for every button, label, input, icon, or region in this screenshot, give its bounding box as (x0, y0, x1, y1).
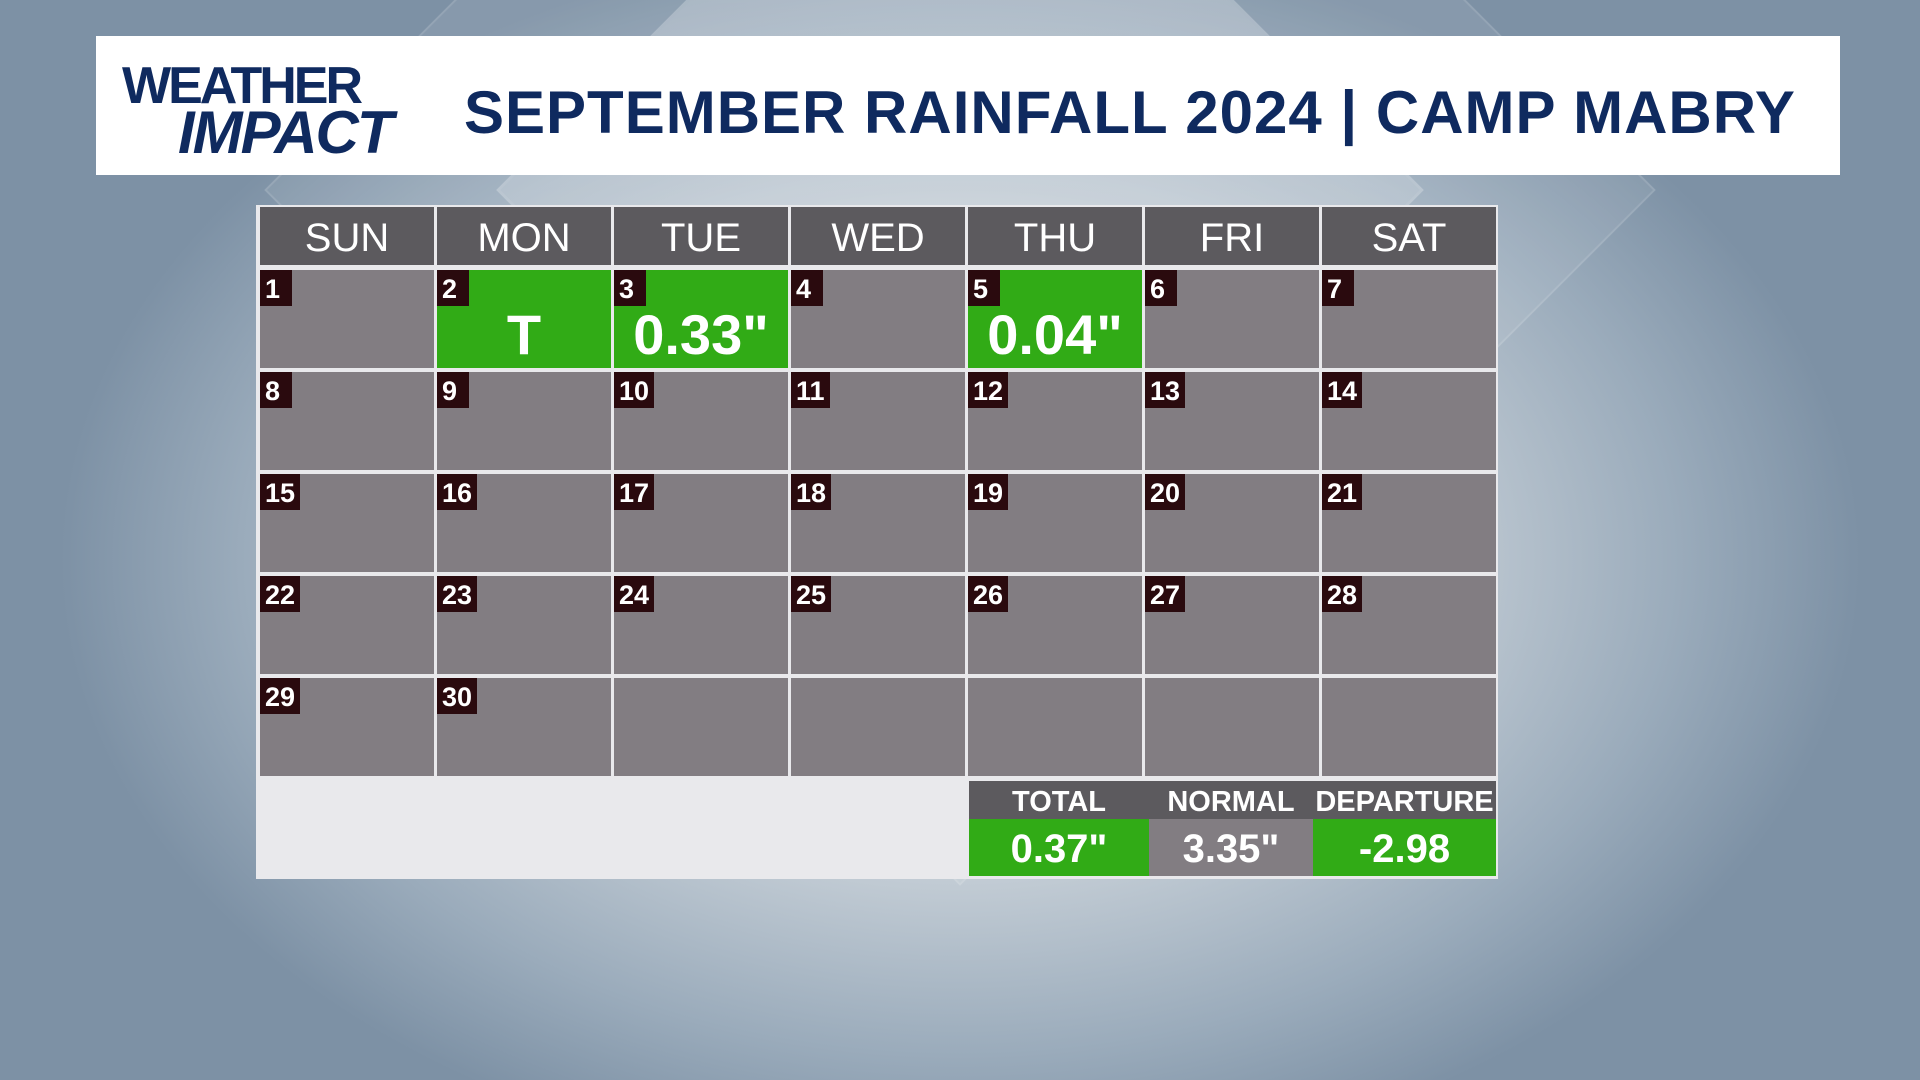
day-number: 10 (614, 372, 655, 408)
day-number: 11 (791, 372, 830, 408)
weather-impact-logo: WEATHER IMPACT (122, 56, 452, 166)
day-number: 19 (968, 474, 1009, 510)
day-cell-30: 30 (437, 678, 611, 776)
day-number: 1 (260, 270, 292, 306)
day-number: 7 (1322, 270, 1354, 306)
day-number: 27 (1145, 576, 1186, 612)
total-value: 0.37" (969, 819, 1149, 876)
day-number: 5 (968, 270, 1000, 306)
weekday-header-thu: THU (968, 207, 1142, 265)
day-number: 16 (437, 474, 478, 510)
day-cell-24: 24 (614, 576, 788, 674)
weekday-header-sun: SUN (260, 207, 434, 265)
rainfall-amount: 0.04" (987, 303, 1123, 366)
day-cell-27: 27 (1145, 576, 1319, 674)
day-number: 26 (968, 576, 1009, 612)
normal-value: 3.35" (1149, 819, 1313, 876)
day-number: 13 (1145, 372, 1186, 408)
day-cell-17: 17 (614, 474, 788, 572)
logo-weather-text: WEATHER (122, 57, 363, 115)
day-cell-1: 1 (260, 270, 434, 368)
day-cell-23: 23 (437, 576, 611, 674)
day-number: 6 (1145, 270, 1177, 306)
empty-cell (791, 678, 965, 776)
day-cell-13: 13 (1145, 372, 1319, 470)
weekday-header-sat: SAT (1322, 207, 1496, 265)
weekday-header-wed: WED (791, 207, 965, 265)
day-cell-12: 12 (968, 372, 1142, 470)
day-number: 3 (614, 270, 646, 306)
day-number: 2 (437, 270, 469, 306)
weekday-header-fri: FRI (1145, 207, 1319, 265)
day-number: 9 (437, 372, 469, 408)
day-number: 21 (1322, 474, 1363, 510)
day-cell-15: 15 (260, 474, 434, 572)
day-cell-8: 8 (260, 372, 434, 470)
day-number: 17 (614, 474, 655, 510)
day-cell-7: 7 (1322, 270, 1496, 368)
day-number: 24 (614, 576, 655, 612)
day-number: 12 (968, 372, 1009, 408)
day-cell-19: 19 (968, 474, 1142, 572)
day-cell-26: 26 (968, 576, 1142, 674)
day-cell-4: 4 (791, 270, 965, 368)
day-cell-16: 16 (437, 474, 611, 572)
day-number: 25 (791, 576, 832, 612)
day-cell-9: 9 (437, 372, 611, 470)
empty-cell (614, 678, 788, 776)
day-number: 4 (791, 270, 823, 306)
day-number: 23 (437, 576, 478, 612)
day-cell-21: 21 (1322, 474, 1496, 572)
logo-impact-text: IMPACT (178, 99, 394, 166)
empty-cell (1145, 678, 1319, 776)
day-number: 29 (260, 678, 301, 714)
rainfall-amount: T (506, 303, 542, 366)
day-number: 30 (437, 678, 478, 714)
day-cell-18: 18 (791, 474, 965, 572)
departure-label: DEPARTURE (1313, 781, 1496, 819)
day-cell-29: 29 (260, 678, 434, 776)
empty-cell (968, 678, 1142, 776)
day-number: 8 (260, 372, 292, 408)
day-number: 28 (1322, 576, 1363, 612)
day-cell-14: 14 (1322, 372, 1496, 470)
page-title: SEPTEMBER RAINFALL 2024 | CAMP MABRY (464, 79, 1796, 146)
weekday-header-tue: TUE (614, 207, 788, 265)
weekday-header-mon: MON (437, 207, 611, 265)
day-cell-6: 6 (1145, 270, 1319, 368)
rainfall-amount: 0.33" (633, 303, 769, 366)
day-number: 18 (791, 474, 832, 510)
departure-value: -2.98 (1313, 819, 1496, 876)
day-cell-20: 20 (1145, 474, 1319, 572)
title-banner: WEATHER IMPACT SEPTEMBER RAINFALL 2024 |… (96, 36, 1840, 175)
day-cell-28: 28 (1322, 576, 1496, 674)
normal-label: NORMAL (1149, 781, 1313, 819)
day-number: 14 (1322, 372, 1363, 408)
day-cell-3: 3 0.33" (614, 270, 788, 368)
day-cell-22: 22 (260, 576, 434, 674)
empty-cell (1322, 678, 1496, 776)
day-cell-11: 11 (791, 372, 965, 470)
day-number: 20 (1145, 474, 1186, 510)
day-number: 22 (260, 576, 301, 612)
day-cell-5: 5 0.04" (968, 270, 1142, 368)
total-label: TOTAL (969, 781, 1149, 819)
day-number: 15 (260, 474, 301, 510)
day-cell-10: 10 (614, 372, 788, 470)
day-cell-25: 25 (791, 576, 965, 674)
